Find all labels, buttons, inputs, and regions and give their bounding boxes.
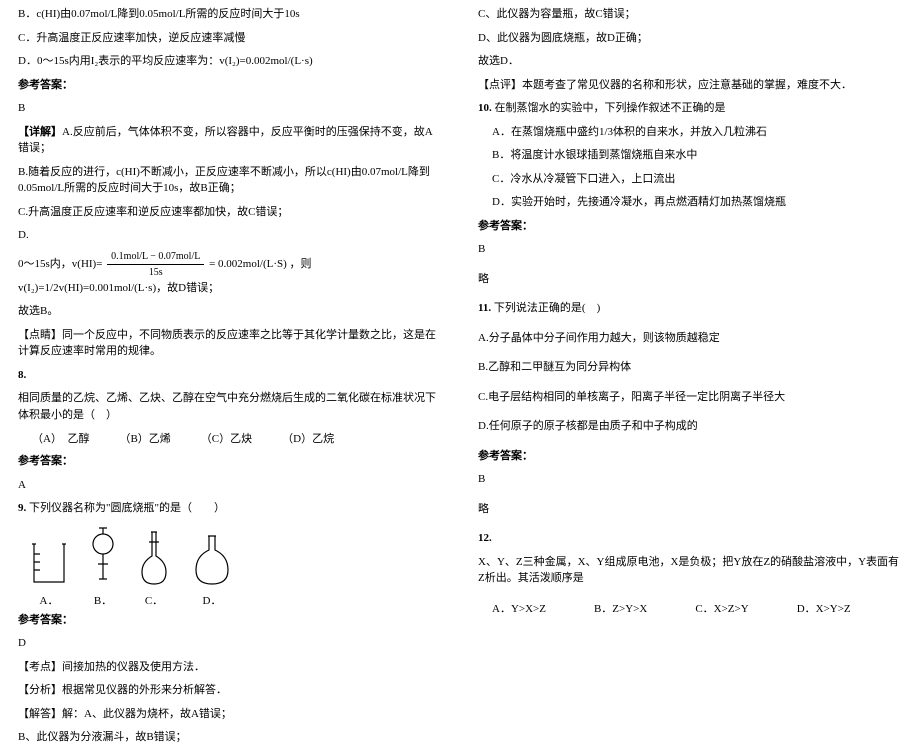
explain-b: B.随着反应的进行，c(HI)不断减小，正反应速率不断减小，所以c(HI)由0.… xyxy=(18,164,442,197)
apparatus-c: C． xyxy=(136,528,172,608)
q9-num: 9. xyxy=(18,502,26,514)
q11: 11. 下列说法正确的是( ) xyxy=(478,300,902,317)
q10-text: 在制蒸馏水的实验中，下列操作叙述不正确的是 xyxy=(495,102,726,114)
q12-num: 12. xyxy=(478,530,902,547)
q11-d: D.任何原子的原子核都是由质子和中子构成的 xyxy=(478,418,902,435)
frac-eq: = 0.002mol/(L·S) xyxy=(209,258,287,270)
lue-1: 略 xyxy=(478,271,902,288)
explain-a-text: A.反应前后，气体体积不变，所以容器中，反应平衡时的压强保持不变，故A错误； xyxy=(18,126,433,155)
apparatus-a: A． xyxy=(28,538,70,608)
answer-value: B xyxy=(18,100,442,117)
explain-end: 故选B。 xyxy=(18,303,442,320)
q11-num: 11. xyxy=(478,302,491,314)
q11-a: A.分子晶体中分子间作用力越大，则该物质越稳定 xyxy=(478,330,902,347)
q10-a: A．在蒸馏烧瓶中盛约1/3体积的自来水，并放入几粒沸石 xyxy=(478,124,902,141)
kaodian: 【考点】间接加热的仪器及使用方法． xyxy=(18,659,442,676)
q8-opt-b: （B）乙烯 xyxy=(119,430,170,446)
q9: 9. 下列仪器名称为"圆底烧瓶"的是（ ） xyxy=(18,500,442,517)
jieda-b: B、此仪器为分液漏斗，故B错误； xyxy=(18,729,442,746)
tip: 【点睛】同一个反应中，不同物质表示的反应速率之比等于其化学计量数之比，这是在计算… xyxy=(18,327,442,360)
q8-options: （A） 乙醇 （B）乙烯 （C）乙炔 （D）乙烷 xyxy=(18,430,442,446)
q8-text: 相同质量的乙烷、乙烯、乙炔、乙醇在空气中充分燃烧后生成的二氧化碳在标准状况下体积… xyxy=(18,390,442,423)
option-c: C．升高温度正反应速率加快，逆反应速率减慢 xyxy=(18,30,442,47)
app-label-c: C． xyxy=(145,592,163,608)
round-flask-icon xyxy=(190,532,234,588)
fraction: 0.1mol/L − 0.07mol/L 15s xyxy=(107,249,204,280)
q9-text: 下列仪器名称为"圆底烧瓶"的是（ ） xyxy=(29,502,225,514)
answer-heading-3: 参考答案： xyxy=(18,612,442,629)
answer-value-2: A xyxy=(18,477,442,494)
answer-heading: 参考答案： xyxy=(18,77,442,94)
q10-d: D．实验开始时，先接通冷凝水，再点燃酒精灯加热蒸馏烧瓶 xyxy=(478,194,902,211)
jieda-c: C、此仪器为容量瓶，故C错误； xyxy=(478,6,902,23)
jieda-a: 【解答】解：A、此仪器为烧杯，故A错误； xyxy=(18,706,442,723)
q12-options: A．Y>X>Z B．Z>Y>X C．X>Z>Y D．X>Y>Z xyxy=(478,600,902,616)
q8-opt-c: （C）乙炔 xyxy=(201,430,252,446)
explain-c: C.升高温度正反应速率和逆反应速率都加快，故C错误； xyxy=(18,204,442,221)
q8-opt-d: （D）乙烷 xyxy=(282,430,334,446)
q12-text: X、Y、Z三种金属，X、Y组成原电池，X是负极；把Y放在Z的硝酸盐溶液中，Y表面… xyxy=(478,554,902,587)
q12-opt-a: A．Y>X>Z xyxy=(492,600,546,616)
dianping: 【点评】本题考查了常见仪器的名称和形状，应注意基础的掌握，难度不大． xyxy=(478,77,902,94)
explain-d-label: D. xyxy=(18,227,442,244)
explain-a: 【详解】A.反应前后，气体体积不变，所以容器中，反应平衡时的压强保持不变，故A错… xyxy=(18,124,442,157)
q10: 10. 在制蒸馏水的实验中，下列操作叙述不正确的是 xyxy=(478,100,902,117)
q8-num: 8. xyxy=(18,367,442,384)
q11-c: C.电子层结构相同的单核离子，阳离子半径一定比阴离子半径大 xyxy=(478,389,902,406)
explain-d-frac: 0～15s内，v(HI)= 0.1mol/L − 0.07mol/L 15s =… xyxy=(18,249,442,297)
beaker-icon xyxy=(28,538,70,588)
answer-value-5: B xyxy=(478,471,902,488)
app-label-d: D． xyxy=(203,592,222,608)
apparatus-d: D． xyxy=(190,532,234,608)
app-label-b: B． xyxy=(94,592,112,608)
q12-opt-c: C．X>Z>Y xyxy=(695,600,748,616)
q10-b: B．将温度计水银球插到蒸馏烧瓶自来水中 xyxy=(478,147,902,164)
q11-b: B.乙醇和二甲醚互为同分异构体 xyxy=(478,359,902,376)
q11-text: 下列说法正确的是( ) xyxy=(494,302,600,314)
answer-heading-5: 参考答案： xyxy=(478,448,902,465)
jieda-end: 故选D． xyxy=(478,53,902,70)
q10-num: 10. xyxy=(478,102,492,114)
volumetric-flask-icon xyxy=(136,528,172,588)
frac-prefix: 0～15s内，v(HI)= xyxy=(18,258,102,270)
apparatus-b: B． xyxy=(88,524,118,608)
q12-opt-d: D．X>Y>Z xyxy=(797,600,851,616)
frac-den: 15s xyxy=(107,265,204,280)
option-b: B．c(HI)由0.07mol/L降到0.05mol/L所需的反应时间大于10s xyxy=(18,6,442,23)
answer-value-4: B xyxy=(478,241,902,258)
option-d: D．0～15s内用I₂表示的平均反应速率为：v(I₂)=0.002mol/(L·… xyxy=(18,53,442,70)
answer-heading-4: 参考答案： xyxy=(478,218,902,235)
lue-2: 略 xyxy=(478,501,902,518)
answer-value-3: D xyxy=(18,635,442,652)
sep-funnel-icon xyxy=(88,524,118,588)
answer-heading-2: 参考答案： xyxy=(18,453,442,470)
q10-c: C．冷水从冷凝管下口进入，上口流出 xyxy=(478,171,902,188)
apparatus-row: A． B． C． D． xyxy=(28,524,442,608)
frac-num: 0.1mol/L − 0.07mol/L xyxy=(107,249,204,265)
q12-opt-b: B．Z>Y>X xyxy=(594,600,647,616)
app-label-a: A． xyxy=(40,592,59,608)
explain-head: 【详解】 xyxy=(18,126,62,138)
fenxi: 【分析】根据常见仪器的外形来分析解答． xyxy=(18,682,442,699)
q8-opt-a: （A） 乙醇 xyxy=(32,430,89,446)
jieda-d: D、此仪器为圆底烧瓶，故D正确； xyxy=(478,30,902,47)
